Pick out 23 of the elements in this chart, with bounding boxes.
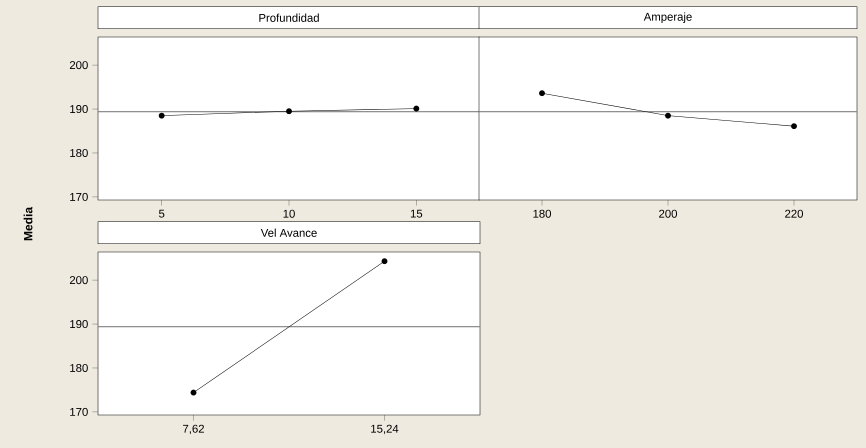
x-tick-label: 200 bbox=[659, 210, 678, 218]
x-tick-label: 220 bbox=[785, 210, 804, 218]
y-tick-label: 170 bbox=[70, 192, 88, 201]
x-tick-label: 15,24 bbox=[371, 424, 398, 434]
chart-title: Vel Avance bbox=[260, 228, 317, 237]
chart-title: Amperaje bbox=[644, 12, 692, 23]
y-tick-label: 200 bbox=[70, 276, 88, 284]
x-tick-label: 180 bbox=[533, 210, 552, 218]
chart-title: Profundidad bbox=[259, 14, 319, 22]
y-tick-label: 170 bbox=[70, 408, 88, 416]
y-tick-label: 180 bbox=[70, 148, 88, 157]
x-tick-label: 5 bbox=[158, 210, 164, 218]
point bbox=[158, 112, 165, 119]
x-tick-label: 15 bbox=[410, 210, 422, 218]
y-tick-label: 200 bbox=[70, 61, 88, 70]
y-tick-label: 180 bbox=[70, 364, 88, 372]
y-tick-label: 190 bbox=[70, 105, 88, 114]
y-tick-label: 190 bbox=[70, 320, 88, 328]
point bbox=[413, 106, 420, 112]
y-axis-title: Media bbox=[24, 206, 32, 240]
x-tick-label: 10 bbox=[284, 210, 295, 218]
point bbox=[286, 108, 292, 114]
x-tick-label: 7,62 bbox=[183, 424, 204, 434]
